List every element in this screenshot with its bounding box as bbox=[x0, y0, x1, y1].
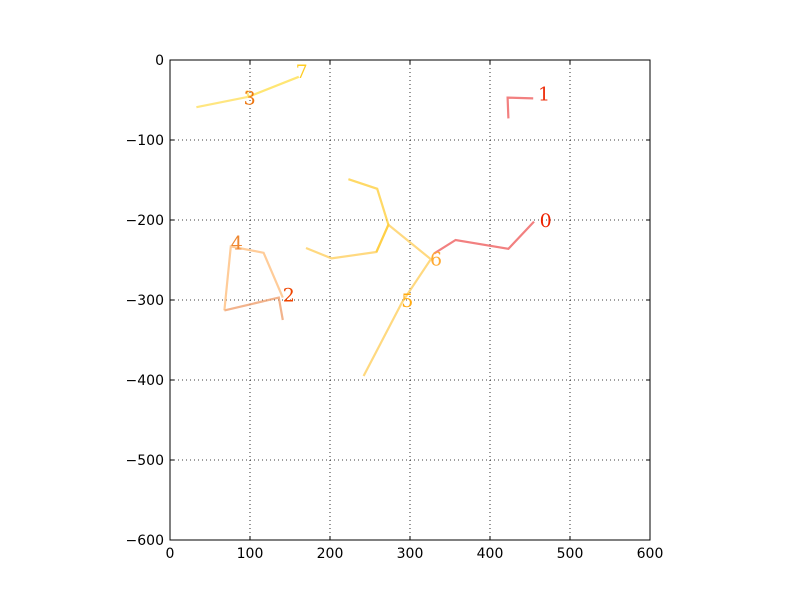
series-label-3: 3 bbox=[244, 88, 256, 110]
y-tick-label: −500 bbox=[126, 453, 164, 469]
y-tick-label: −400 bbox=[126, 373, 164, 389]
series-line-6 bbox=[348, 178, 390, 253]
x-tick-label: 300 bbox=[397, 546, 424, 562]
series-label-6: 6 bbox=[430, 248, 442, 270]
series-group: 0 1 2 3 4 56 7 bbox=[196, 61, 552, 377]
x-tick-label: 600 bbox=[637, 546, 664, 562]
series-label-5: 5 bbox=[401, 290, 413, 312]
series-line-1 bbox=[506, 96, 534, 119]
series-line-4 bbox=[223, 245, 284, 311]
series-label-4: 4 bbox=[231, 232, 243, 254]
y-tick-label: 0 bbox=[155, 53, 164, 69]
series-line-0 bbox=[433, 220, 535, 255]
x-tick-label: 100 bbox=[237, 546, 264, 562]
series-label-2: 2 bbox=[283, 284, 295, 306]
x-tick-label: 500 bbox=[557, 546, 584, 562]
series-line-2 bbox=[224, 296, 284, 321]
x-tick-label: 200 bbox=[317, 546, 344, 562]
y-tick-label: −200 bbox=[126, 213, 164, 229]
x-tick-label: 0 bbox=[166, 546, 175, 562]
y-tick-label: −600 bbox=[126, 533, 164, 549]
y-tick-label: −300 bbox=[126, 293, 164, 309]
series-label-7: 7 bbox=[296, 61, 308, 83]
x-tick-label: 400 bbox=[477, 546, 504, 562]
series-label-0: 0 bbox=[540, 210, 552, 232]
series-label-1: 1 bbox=[538, 84, 550, 106]
x-axis: 0 100 200 300 400 500 600 bbox=[166, 60, 664, 562]
y-axis: 0 −100 −200 −300 −400 −500 −600 bbox=[126, 53, 650, 549]
y-tick-label: −100 bbox=[126, 133, 164, 149]
series-line-7 bbox=[247, 75, 300, 98]
